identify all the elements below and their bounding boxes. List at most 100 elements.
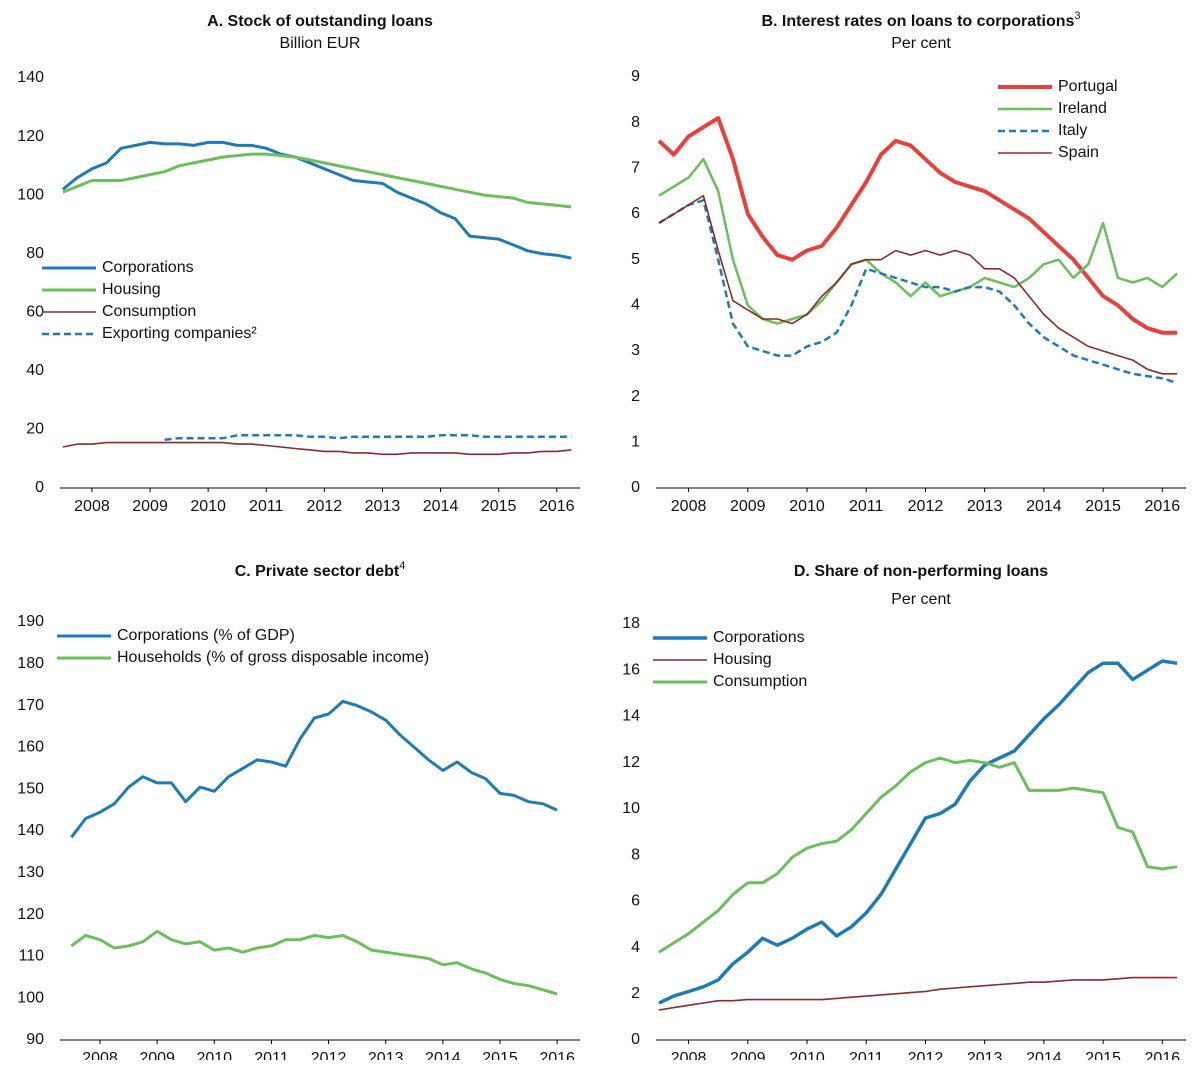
x-tick-label: 2015 [1085, 498, 1121, 515]
x-tick-label: 2009 [139, 1050, 175, 1060]
panel-title: C. Private sector debt4 [235, 560, 406, 580]
x-tick-label: 2014 [1026, 498, 1062, 515]
x-tick-label: 2010 [190, 498, 226, 515]
x-tick-label: 2015 [1085, 1050, 1121, 1060]
x-tick-label: 2009 [730, 1050, 766, 1060]
series-line [658, 199, 1178, 385]
y-tick-label: 16 [622, 661, 640, 678]
x-tick-label: 2014 [1026, 1050, 1062, 1060]
y-tick-label: 60 [26, 304, 44, 321]
x-tick-label: 2012 [908, 498, 944, 515]
series-line [62, 152, 572, 209]
x-tick-label: 2012 [908, 1050, 944, 1060]
legend-label: Consumption [713, 673, 807, 690]
legend-label: Italy [1058, 122, 1087, 139]
y-tick-label: 5 [631, 251, 640, 268]
x-tick-label: 2008 [82, 1050, 118, 1060]
legend-label: Corporations (% of GDP) [117, 627, 295, 644]
x-tick-label: 2010 [789, 1050, 825, 1060]
legend-label: Corporations [713, 629, 805, 646]
y-tick-label: 6 [631, 893, 640, 910]
title-note: 3 [1074, 10, 1080, 22]
y-tick-label: 8 [631, 114, 640, 131]
x-tick-label: 2009 [730, 498, 766, 515]
panel: D. Share of non-performing loans Per cent… [622, 563, 1186, 1065]
y-tick-label: 6 [631, 205, 640, 222]
y-tick-label: 14 [622, 708, 640, 725]
series-line [62, 441, 572, 456]
x-tick-label: 2013 [368, 1050, 404, 1060]
x-tick-label: 2016 [1145, 498, 1181, 515]
panel-subtitle: Per cent [891, 35, 951, 52]
x-tick-label: 2008 [74, 498, 110, 515]
legend-label: Housing [713, 651, 772, 668]
series-line [658, 157, 1178, 325]
legend-label: Spain [1058, 144, 1099, 161]
x-tick-label: 2013 [365, 498, 401, 515]
title-text: A. Stock of outstanding loans [207, 13, 433, 30]
x-tick-label: 2016 [539, 1050, 575, 1060]
title-text: D. Share of non-performing loans [794, 563, 1048, 580]
y-tick-label: 100 [17, 186, 44, 203]
series-line [164, 434, 572, 441]
x-tick-label: 2009 [132, 498, 168, 515]
y-tick-label: 20 [26, 421, 44, 438]
panel: C. Private sector debt4 90 100 110 120 130 140… [17, 560, 580, 1065]
y-tick-label: 12 [622, 754, 640, 771]
title-text: B. Interest rates on loans to corporatio… [761, 13, 1074, 30]
panel: A. Stock of outstanding loans Billion EUR… [17, 13, 580, 515]
y-tick-label: 90 [26, 1031, 44, 1048]
panel: B. Interest rates on loans to corporatio… [631, 10, 1186, 515]
legend-label: Exporting companies² [102, 325, 257, 342]
y-tick-label: 150 [17, 780, 44, 797]
x-tick-label: 2014 [423, 498, 459, 515]
legend-label: Households (% of gross disposable income… [117, 649, 429, 666]
legend-label: Portugal [1058, 78, 1118, 95]
y-tick-label: 0 [631, 479, 640, 496]
series-line [70, 699, 558, 839]
y-tick-label: 7 [631, 160, 640, 177]
y-tick-label: 120 [17, 906, 44, 923]
x-tick-label: 2016 [1145, 1050, 1181, 1060]
y-tick-label: 10 [622, 800, 640, 817]
panel-title: B. Interest rates on loans to corporatio… [761, 10, 1080, 30]
x-tick-label: 2014 [425, 1050, 461, 1060]
series-line [61, 140, 572, 260]
y-tick-label: 190 [17, 613, 44, 630]
series-line [657, 116, 1178, 335]
legend-label: Corporations [102, 259, 194, 276]
title-text: C. Private sector debt [235, 563, 400, 580]
y-tick-label: 130 [17, 864, 44, 881]
x-tick-label: 2010 [789, 498, 825, 515]
series-line [70, 929, 558, 996]
y-tick-label: 2 [631, 985, 640, 1002]
y-tick-label: 9 [631, 68, 640, 85]
x-tick-label: 2013 [967, 498, 1003, 515]
x-tick-label: 2010 [196, 1050, 232, 1060]
y-tick-label: 18 [622, 615, 640, 632]
x-tick-label: 2008 [671, 498, 707, 515]
x-tick-label: 2015 [481, 498, 517, 515]
y-tick-label: 8 [631, 846, 640, 863]
y-tick-label: 140 [17, 822, 44, 839]
panel-title: A. Stock of outstanding loans [207, 13, 433, 30]
x-tick-label: 2011 [249, 498, 284, 515]
y-tick-label: 100 [17, 989, 44, 1006]
y-tick-label: 180 [17, 655, 44, 672]
x-tick-label: 2016 [539, 498, 575, 515]
x-tick-label: 2008 [671, 1050, 707, 1060]
x-tick-label: 2013 [967, 1050, 1003, 1060]
y-tick-label: 140 [17, 69, 44, 86]
y-tick-label: 40 [26, 362, 44, 379]
x-tick-label: 2011 [849, 1050, 884, 1060]
y-tick-label: 0 [35, 479, 44, 496]
series-line [658, 194, 1178, 375]
y-tick-label: 3 [631, 342, 640, 359]
panel-subtitle: Billion EUR [280, 35, 361, 52]
y-tick-label: 120 [17, 128, 44, 145]
legend-label: Ireland [1058, 100, 1107, 117]
title-note: 4 [399, 560, 405, 572]
y-tick-label: 80 [26, 245, 44, 262]
y-tick-label: 1 [631, 434, 640, 451]
